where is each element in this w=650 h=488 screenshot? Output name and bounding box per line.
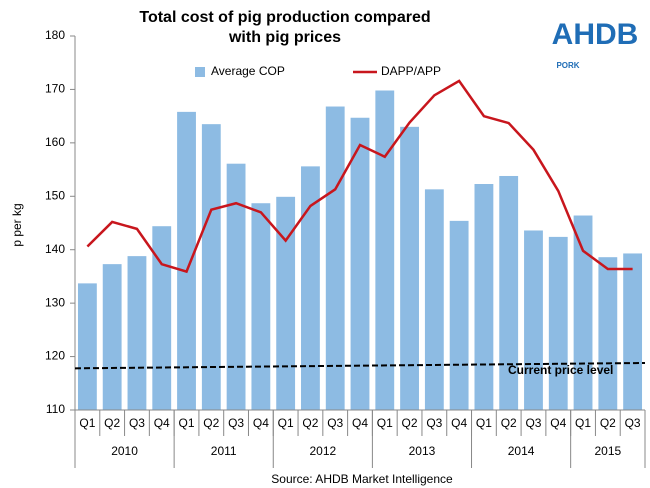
chart-title: Total cost of pig production compared wi… [139, 9, 431, 46]
group-label: 2015 [594, 444, 621, 458]
bar [77, 283, 97, 410]
bar [375, 90, 395, 411]
x-tick-label: Q1 [79, 416, 95, 430]
bar [499, 175, 519, 410]
x-tick-label: Q3 [426, 416, 442, 430]
legend-label: DAPP/APP [381, 64, 441, 78]
group-label: 2013 [409, 444, 436, 458]
y-tick-label: 170 [45, 82, 65, 96]
y-tick-label: 110 [46, 402, 65, 416]
y-tick-label: 130 [45, 295, 65, 309]
x-tick-label: Q3 [129, 416, 145, 430]
legend-label: Average COP [211, 64, 285, 78]
line [86, 79, 633, 274]
bar [400, 126, 419, 410]
legend-swatch [195, 67, 205, 77]
x-tick-label: Q3 [525, 416, 541, 430]
bar [102, 264, 122, 410]
y-tick-label: 150 [45, 188, 65, 202]
x-tick-label: Q2 [104, 416, 120, 430]
reference-label: Current price level [508, 363, 613, 377]
y-axis-label: p per kg [10, 203, 24, 246]
group-label: 2012 [309, 444, 336, 458]
group-label: 2014 [508, 444, 535, 458]
bar [573, 215, 593, 410]
x-tick-label: Q2 [402, 416, 418, 430]
group-label: 2011 [211, 444, 237, 458]
x-tick-label: Q2 [203, 416, 219, 430]
x-tick-label: Q2 [302, 416, 318, 430]
x-tick-label: Q1 [476, 416, 492, 430]
bar [350, 117, 370, 410]
logo: AHDB [552, 18, 639, 51]
bar [524, 230, 543, 410]
bar [226, 163, 246, 410]
y-tick-label: 120 [45, 349, 65, 363]
source: Source: AHDB Market Intelligence [271, 472, 453, 486]
x-tick-label: Q4 [253, 416, 269, 430]
bar [598, 257, 618, 410]
bar [177, 111, 196, 411]
x-tick-label: Q2 [501, 416, 517, 430]
bar [424, 189, 444, 410]
x-tick-label: Q3 [228, 416, 244, 430]
x-tick-label: Q4 [451, 416, 467, 430]
bar [276, 196, 296, 410]
x-tick-label: Q3 [327, 416, 343, 430]
bar [251, 203, 271, 410]
reference-line [74, 361, 646, 370]
bar [127, 256, 147, 410]
x-tick-label: Q3 [625, 416, 641, 430]
x-tick-label: Q2 [600, 416, 616, 430]
x-tick-label: Q1 [575, 416, 591, 430]
logo-subtext: PORK [556, 61, 579, 70]
y-tick-label: 140 [45, 242, 65, 256]
bar [474, 183, 494, 410]
bar [623, 253, 643, 410]
x-tick-label: Q1 [278, 416, 294, 430]
x-tick-label: Q4 [352, 416, 368, 430]
y-tick-label: 180 [45, 28, 65, 42]
x-tick-label: Q4 [550, 416, 566, 430]
x-tick-label: Q1 [377, 416, 393, 430]
group-label: 2010 [111, 444, 138, 458]
bar [548, 236, 568, 410]
x-tick-label: Q1 [179, 416, 195, 430]
bar [201, 124, 221, 411]
y-tick-label: 160 [45, 135, 65, 149]
x-tick-label: Q4 [154, 416, 170, 430]
bar [325, 106, 345, 411]
bar [449, 220, 469, 410]
bar [152, 226, 172, 410]
bar [301, 166, 320, 410]
